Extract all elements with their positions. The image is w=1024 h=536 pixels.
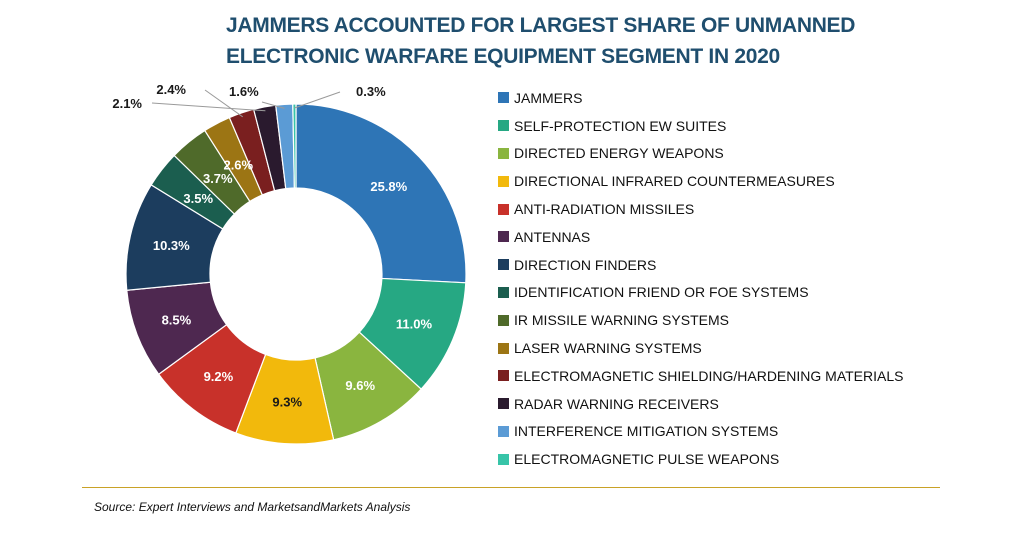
chart-legend: JAMMERS SELF-PROTECTION EW SUITES DIRECTED… xyxy=(498,84,903,473)
legend-swatch xyxy=(498,314,509,326)
slice-1 xyxy=(295,103,467,284)
value-label-12: 2.1% xyxy=(112,96,142,111)
legend-label: SELF-PROTECTION EW SUITES xyxy=(514,117,727,134)
legend-label: DIRECTION FINDERS xyxy=(514,256,657,273)
legend-swatch xyxy=(498,342,509,354)
legend-item: ELECTROMAGNETIC SHIELDING/HARDENING MATE… xyxy=(498,362,903,390)
legend-item: DIRECTIONAL INFRARED COUNTERMEASURES xyxy=(498,167,903,195)
legend-label: ANTI-RADIATION MISSILES xyxy=(514,201,695,218)
legend-label: ELECTROMAGNETIC SHIELDING/HARDENING MATE… xyxy=(514,367,904,384)
legend-item: IDENTIFICATION FRIEND OR FOE SYSTEMS xyxy=(498,279,903,307)
legend-swatch xyxy=(498,120,509,132)
legend-item: INTERFERENCE MITIGATION SYSTEMS xyxy=(498,418,903,446)
legend-label: LASER WARNING SYSTEMS xyxy=(514,340,702,357)
source-note: Source: Expert Interviews and Marketsand… xyxy=(94,500,411,514)
legend-item: JAMMERS xyxy=(498,84,903,112)
legend-item: LASER WARNING SYSTEMS xyxy=(498,334,903,362)
legend-swatch xyxy=(498,175,509,187)
legend-item: RADAR WARNING RECEIVERS xyxy=(498,390,903,418)
value-label-11: 2.4% xyxy=(156,82,186,97)
value-label-9: 3.7% xyxy=(203,171,233,186)
value-label-2: 11.0% xyxy=(396,317,433,332)
leader-line-13 xyxy=(261,101,285,109)
value-label-6: 8.5% xyxy=(162,313,192,328)
legend-label: IDENTIFICATION FRIEND OR FOE SYSTEMS xyxy=(514,284,809,301)
leader-line-11 xyxy=(204,89,243,118)
legend-label: ANTENNAS xyxy=(514,228,591,245)
legend-label: IR MISSILE WARNING SYSTEMS xyxy=(514,312,729,329)
legend-swatch xyxy=(498,92,509,104)
legend-item: ELECTROMAGNETIC PULSE WEAPONS xyxy=(498,445,903,473)
value-label-10: 2.6% xyxy=(223,157,253,172)
legend-swatch xyxy=(498,259,509,271)
legend-label: RADAR WARNING RECEIVERS xyxy=(514,395,719,412)
value-label-4: 9.3% xyxy=(272,395,302,410)
legend-item: SELF-PROTECTION EW SUITES xyxy=(498,112,903,140)
legend-label: DIRECTED ENERGY WEAPONS xyxy=(514,145,724,162)
value-label-5: 9.2% xyxy=(204,369,234,384)
legend-label: ELECTROMAGNETIC PULSE WEAPONS xyxy=(514,451,780,468)
value-label-3: 9.6% xyxy=(345,378,375,393)
legend-label: JAMMERS xyxy=(514,89,583,106)
value-label-13: 1.6% xyxy=(229,84,259,99)
legend-swatch xyxy=(498,425,509,437)
legend-item: ANTENNAS xyxy=(498,223,903,251)
legend-item: DIRECTED ENERGY WEAPONS xyxy=(498,140,903,168)
legend-swatch xyxy=(498,147,509,159)
footer-divider xyxy=(82,487,940,488)
value-label-1: 25.8% xyxy=(370,179,407,194)
leader-line-14 xyxy=(294,91,341,109)
value-label-8: 3.5% xyxy=(183,191,213,206)
legend-item: DIRECTION FINDERS xyxy=(498,251,903,279)
slice-14 xyxy=(292,103,297,189)
legend-swatch xyxy=(498,370,509,382)
legend-swatch xyxy=(498,203,509,215)
legend-label: DIRECTIONAL INFRARED COUNTERMEASURES xyxy=(514,173,835,190)
legend-swatch xyxy=(498,286,509,298)
legend-item: IR MISSILE WARNING SYSTEMS xyxy=(498,306,903,334)
leader-line-12 xyxy=(151,102,266,112)
legend-swatch xyxy=(498,231,509,243)
legend-label: INTERFERENCE MITIGATION SYSTEMS xyxy=(514,423,779,440)
value-label-7: 10.3% xyxy=(153,238,190,253)
chart-title: JAMMERS ACCOUNTED FOR LARGEST SHARE OF U… xyxy=(226,14,856,68)
value-label-14: 0.3% xyxy=(356,84,386,99)
legend-item: ANTI-RADIATION MISSILES xyxy=(498,195,903,223)
legend-swatch xyxy=(498,453,509,465)
legend-swatch xyxy=(498,398,509,410)
